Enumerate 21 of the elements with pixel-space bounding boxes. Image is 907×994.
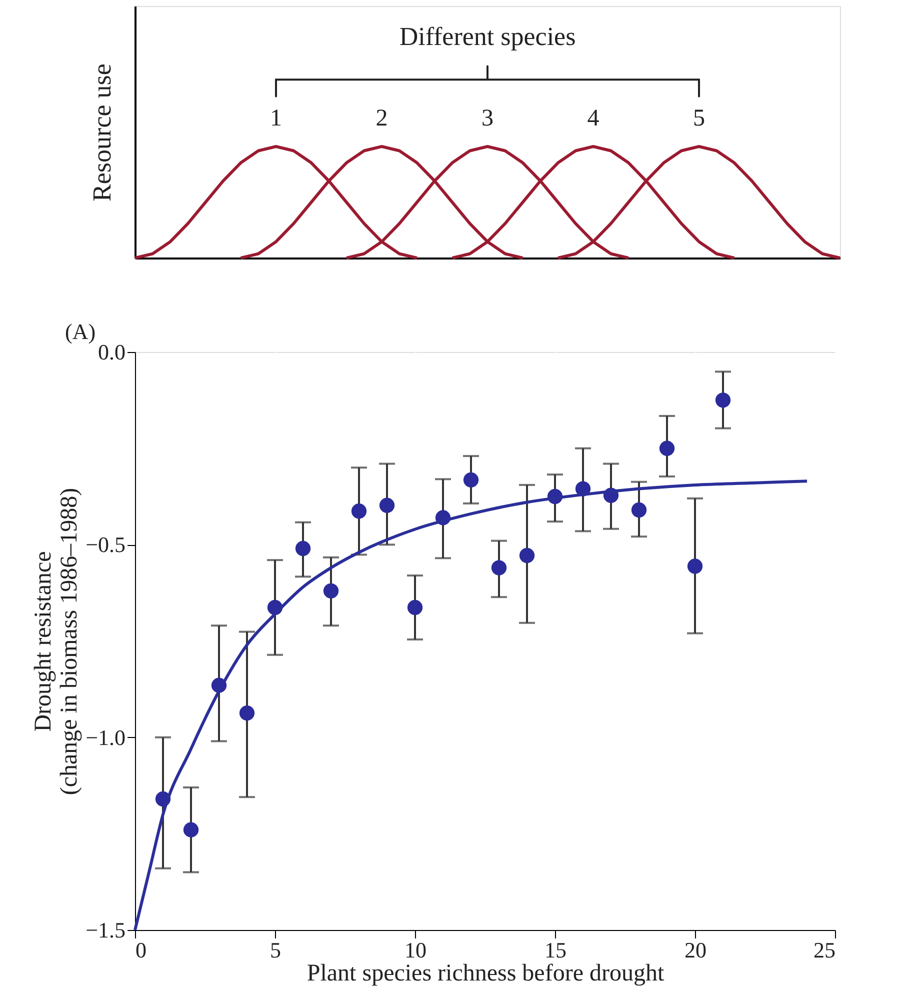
line-series [134, 480, 808, 932]
series-label: 1 [270, 105, 282, 132]
y-tick-label: 0.0 [98, 340, 126, 364]
x-axis-title: Plant species richness before drought [306, 960, 664, 986]
text: Different species [399, 22, 576, 52]
series-label: 4 [587, 105, 600, 132]
text: (A) [65, 319, 96, 344]
y-tick-label: −0.5 [86, 532, 126, 558]
y-tick-label: −1.5 [86, 918, 126, 942]
x-tick-label: 20 [684, 938, 706, 962]
x-tick-label: 25 [814, 938, 836, 962]
x-tick-label: 0 [136, 938, 146, 962]
series-label: 2 [376, 105, 388, 132]
y-axis-title: Drought resistance (change in biomass 1986–1988) [30, 488, 83, 796]
series-label: 5 [693, 105, 705, 132]
y-axis-title: Resource use [88, 64, 116, 202]
x-tick-label: 5 [270, 938, 281, 962]
series-label: 3 [482, 105, 494, 132]
y-tick-label: −1.0 [86, 724, 126, 750]
x-tick-label: 15 [544, 938, 566, 962]
x-tick-label: 10 [404, 938, 426, 962]
